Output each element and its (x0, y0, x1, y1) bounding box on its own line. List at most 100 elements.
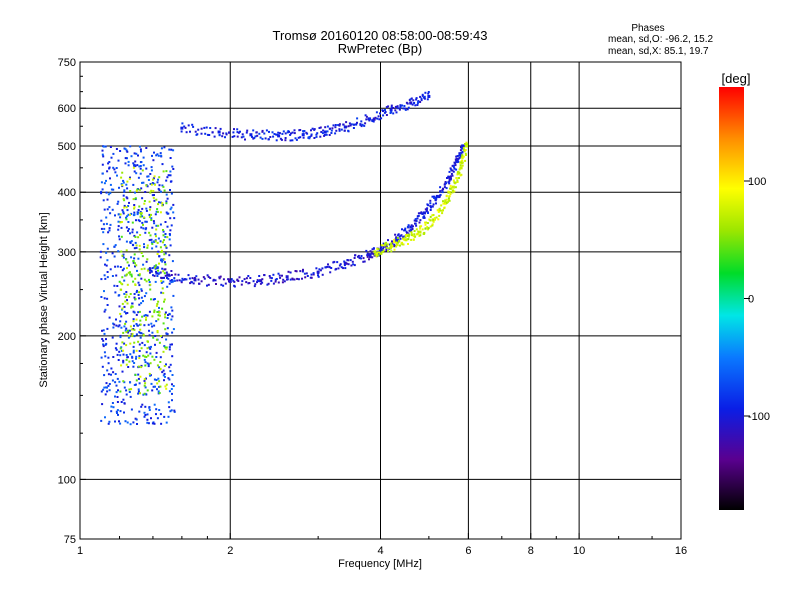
echo-point (317, 274, 319, 277)
echo-point (134, 298, 137, 301)
echo-point (253, 285, 256, 288)
echo-point (154, 335, 157, 337)
echo-point (270, 279, 273, 282)
echo-point (138, 220, 141, 223)
echo-point (169, 208, 172, 211)
echo-point (390, 250, 393, 253)
echo-point (162, 270, 165, 273)
echo-point (286, 131, 289, 134)
echo-point (145, 260, 148, 263)
echo-point (419, 234, 422, 237)
echo-point (134, 241, 137, 244)
echo-point (388, 247, 391, 250)
echo-point (159, 211, 162, 214)
echo-point (347, 125, 350, 128)
echo-point (121, 307, 124, 310)
echo-point (107, 162, 110, 165)
echo-point (431, 195, 434, 198)
echo-point (132, 244, 135, 247)
echo-point (116, 377, 119, 380)
echo-point (319, 135, 322, 138)
echo-point (187, 124, 190, 127)
echo-point (158, 262, 160, 265)
echo-point (213, 135, 216, 138)
echo-point (171, 165, 174, 168)
echo-point (136, 289, 138, 292)
echo-point (263, 132, 266, 135)
echo-point (137, 390, 140, 393)
echo-point (252, 137, 255, 140)
echo-point (154, 240, 157, 243)
echo-point (169, 370, 172, 373)
echo-point (118, 238, 121, 241)
echo-point (360, 120, 363, 123)
echo-point (156, 417, 159, 420)
echo-point (164, 233, 167, 235)
echo-point (153, 194, 155, 196)
echo-point (161, 287, 164, 290)
echo-point (431, 205, 434, 208)
echo-point (145, 356, 148, 358)
echo-point (141, 207, 144, 210)
echo-point (120, 288, 123, 291)
echo-point (339, 263, 342, 266)
echo-point (419, 101, 422, 103)
echo-point (102, 199, 105, 202)
echo-point (141, 197, 144, 200)
echo-point (110, 156, 113, 159)
echo-point (148, 231, 151, 234)
echo-point (143, 278, 146, 281)
echo-point (148, 239, 151, 242)
echo-point (135, 349, 138, 352)
echo-point (427, 212, 429, 214)
echo-point (143, 267, 146, 270)
echo-point (133, 253, 136, 256)
echo-point (407, 233, 410, 236)
echo-point (145, 292, 148, 295)
echo-point (414, 218, 417, 221)
echo-point (112, 166, 115, 169)
echo-point (236, 128, 239, 131)
echo-point (123, 190, 126, 193)
x-axis-ticks: 1 2 4 6 8 10 16 (77, 533, 687, 557)
echo-point (426, 207, 429, 210)
echo-point (117, 294, 120, 297)
echo-point (144, 228, 147, 231)
echo-point (166, 197, 169, 200)
echo-point (131, 305, 134, 308)
echo-point (152, 159, 155, 162)
echo-point (336, 261, 339, 264)
echo-point (453, 190, 456, 193)
echo-point (165, 271, 168, 274)
echo-point (165, 200, 168, 203)
echo-point (116, 174, 118, 177)
echo-point (185, 131, 188, 134)
echo-point (377, 254, 380, 257)
y-tick-label: 500 (58, 141, 76, 153)
trace-point (217, 130, 221, 134)
echo-point (151, 194, 154, 197)
echo-point (464, 143, 466, 145)
echo-point (112, 356, 115, 358)
echo-point (138, 248, 141, 251)
echo-point (158, 385, 161, 388)
echo-point (101, 403, 104, 406)
echo-point (143, 379, 146, 382)
echo-point (139, 234, 142, 236)
trace-point (180, 126, 184, 130)
echo-point (158, 409, 161, 411)
trace-point (301, 133, 305, 137)
echo-point (105, 251, 108, 254)
echo-point (142, 156, 145, 159)
echo-point (134, 236, 137, 238)
echo-point (132, 345, 135, 348)
echo-point (424, 227, 427, 230)
echo-point (207, 283, 210, 286)
echo-point (162, 230, 165, 233)
echo-point (173, 277, 176, 280)
echo-point (291, 131, 294, 134)
echo-point (409, 98, 412, 101)
echo-point (139, 210, 142, 213)
echo-point (122, 253, 125, 256)
echo-point (365, 118, 368, 121)
